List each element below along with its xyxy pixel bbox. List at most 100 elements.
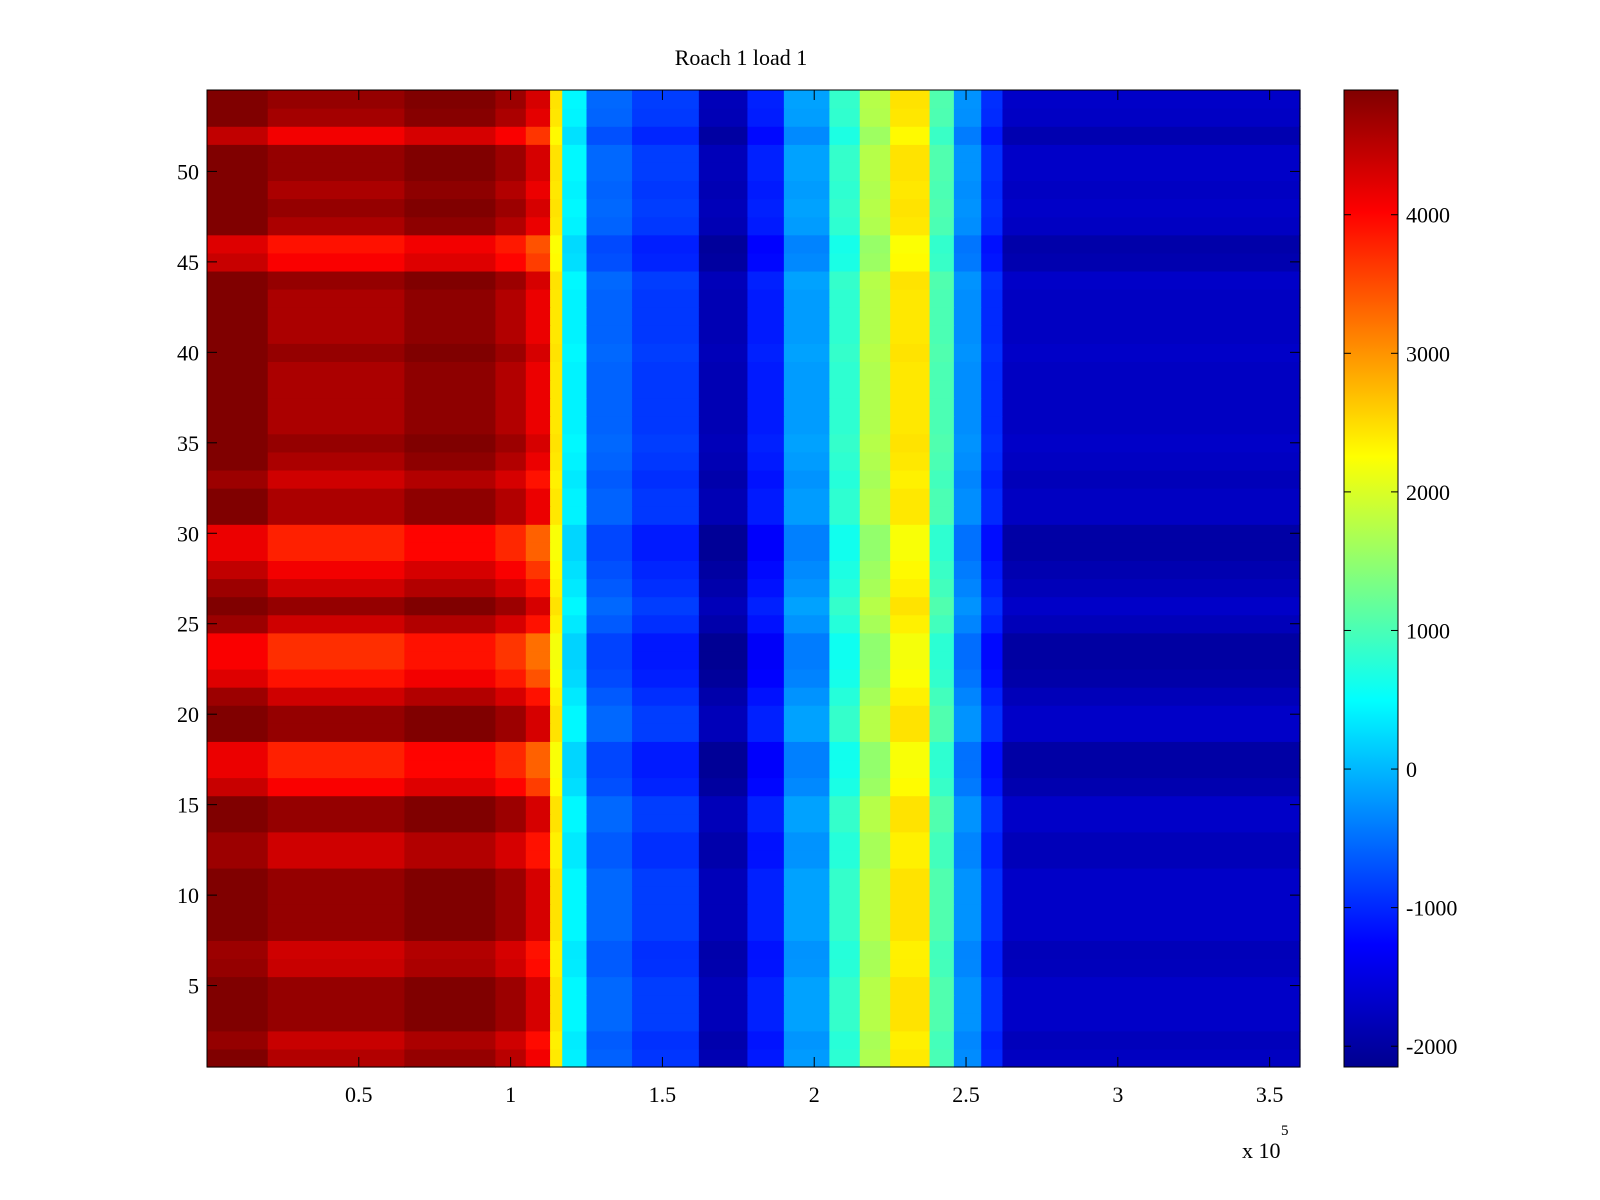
heatmap-cell-r28-s19: [1002, 560, 1301, 580]
heatmap-cell-r31-s19: [1002, 506, 1301, 525]
heatmap-cell-r50-s7: [562, 162, 588, 182]
heatmap-cell-r37-s10: [698, 397, 749, 417]
heatmap-cell-r11-s5: [525, 867, 551, 887]
heatmap-cell-r33-s8: [586, 469, 633, 489]
heatmap-cell-r47-s8: [586, 216, 633, 236]
heatmap-cell-r10-s9: [632, 886, 700, 905]
heatmap-cell-r12-s12: [783, 849, 830, 869]
heatmap-cell-r7-s6: [550, 940, 563, 960]
heatmap-cell-r10-s16: [929, 886, 955, 905]
heatmap-cell-r48-s1: [207, 198, 269, 218]
heatmap-cell-r22-s11: [747, 668, 785, 688]
heatmap-cell-r51-s11: [747, 144, 785, 163]
heatmap-cell-r29-s11: [747, 542, 785, 561]
x-tick-label: 2: [809, 1082, 820, 1107]
heatmap-cell-r49-s11: [747, 180, 785, 200]
heatmap-cell-r2-s11: [747, 1030, 785, 1050]
heatmap-cell-r44-s13: [829, 270, 861, 290]
heatmap-cell-r42-s7: [562, 307, 588, 326]
heatmap-cell-r50-s5: [525, 162, 551, 182]
heatmap-cell-r4-s18: [981, 994, 1004, 1014]
heatmap-cell-r26-s2: [267, 596, 405, 616]
heatmap-cell-r48-s5: [525, 198, 551, 218]
heatmap-cell-r53-s5: [525, 108, 551, 127]
heatmap-cell-r52-s3: [404, 126, 497, 145]
heatmap-cell-r39-s3: [404, 361, 497, 381]
heatmap-cell-r51-s9: [632, 144, 700, 163]
heatmap-cell-r1-s6: [550, 1048, 563, 1068]
heatmap-cell-r51-s3: [404, 144, 497, 163]
heatmap-cell-r25-s17: [953, 614, 982, 634]
heatmap-cell-r50-s2: [267, 162, 405, 182]
heatmap-cell-r33-s15: [890, 469, 931, 489]
heatmap-cell-r32-s18: [981, 488, 1004, 507]
heatmap-cell-r23-s10: [698, 650, 749, 670]
heatmap-cell-r51-s8: [586, 144, 633, 163]
heatmap-cell-r44-s2: [267, 270, 405, 290]
heatmap-cell-r18-s5: [525, 741, 551, 761]
heatmap-cell-r48-s6: [550, 198, 563, 218]
heatmap-cell-r25-s14: [859, 614, 891, 634]
y-tick-label: 45: [177, 250, 199, 275]
heatmap-cell-r30-s8: [586, 524, 633, 543]
heatmap-cell-r28-s17: [953, 560, 982, 580]
heatmap-cell-r2-s7: [562, 1030, 588, 1050]
heatmap-cell-r44-s19: [1002, 270, 1301, 290]
heatmap-cell-r12-s1: [207, 849, 269, 869]
heatmap-cell-r8-s13: [829, 922, 861, 941]
heatmap-cell-r3-s13: [829, 1012, 861, 1032]
heatmap-cell-r51-s17: [953, 144, 982, 163]
heatmap-cell-r44-s3: [404, 270, 497, 290]
heatmap-cell-r12-s11: [747, 849, 785, 869]
heatmap-cell-r37-s16: [929, 397, 955, 417]
heatmap-cell-r54-s11: [747, 90, 785, 109]
heatmap-cell-r22-s16: [929, 668, 955, 688]
heatmap-cell-r47-s10: [698, 216, 749, 236]
heatmap-cell-r34-s5: [525, 451, 551, 471]
heatmap-cell-r17-s18: [981, 759, 1004, 779]
heatmap-cell-r10-s6: [550, 886, 563, 905]
heatmap-cell-r8-s9: [632, 922, 700, 941]
heatmap-cell-r25-s2: [267, 614, 405, 634]
heatmap-cell-r17-s16: [929, 759, 955, 779]
heatmap-cell-r41-s12: [783, 325, 830, 344]
heatmap-cell-r1-s2: [267, 1048, 405, 1068]
heatmap-cell-r45-s17: [953, 252, 982, 272]
heatmap-cell-r48-s3: [404, 198, 497, 218]
heatmap-cell-r1-s7: [562, 1048, 588, 1068]
heatmap-cell-r29-s18: [981, 542, 1004, 561]
heatmap-cell-r16-s10: [698, 777, 749, 797]
heatmap-cell-r43-s13: [829, 289, 861, 308]
heatmap-cell-r6-s16: [929, 958, 955, 978]
heatmap-cell-r4-s12: [783, 994, 830, 1014]
heatmap-cell-r36-s14: [859, 415, 891, 435]
heatmap-cell-r41-s17: [953, 325, 982, 344]
heatmap-cell-r15-s5: [525, 795, 551, 815]
heatmap-cell-r53-s14: [859, 108, 891, 127]
heatmap-cell-r32-s7: [562, 488, 588, 507]
heatmap-cell-r10-s18: [981, 886, 1004, 905]
heatmap-cell-r29-s19: [1002, 542, 1301, 561]
heatmap-cell-r21-s5: [525, 687, 551, 706]
heatmap-cell-r1-s10: [698, 1048, 749, 1068]
heatmap-cell-r6-s17: [953, 958, 982, 978]
heatmap-cell-r31-s14: [859, 506, 891, 525]
heatmap-cell-r36-s19: [1002, 415, 1301, 435]
heatmap-cell-r37-s11: [747, 397, 785, 417]
heatmap-cell-r4-s5: [525, 994, 551, 1014]
heatmap-cell-r7-s9: [632, 940, 700, 960]
heatmap-cell-r46-s14: [859, 234, 891, 254]
heatmap-cell-r18-s19: [1002, 741, 1301, 761]
heatmap-cell-r50-s9: [632, 162, 700, 182]
heatmap-cell-r43-s12: [783, 289, 830, 308]
heatmap-cell-r36-s4: [495, 415, 527, 435]
heatmap-cell-r46-s18: [981, 234, 1004, 254]
heatmap-cell-r49-s10: [698, 180, 749, 200]
heatmap-cell-r46-s15: [890, 234, 931, 254]
heatmap-cell-r23-s4: [495, 650, 527, 670]
heatmap-cell-r14-s12: [783, 813, 830, 833]
heatmap-cell-r21-s15: [890, 687, 931, 706]
heatmap-cell-r3-s8: [586, 1012, 633, 1032]
heatmap-cell-r30-s17: [953, 524, 982, 543]
heatmap-cell-r22-s18: [981, 668, 1004, 688]
